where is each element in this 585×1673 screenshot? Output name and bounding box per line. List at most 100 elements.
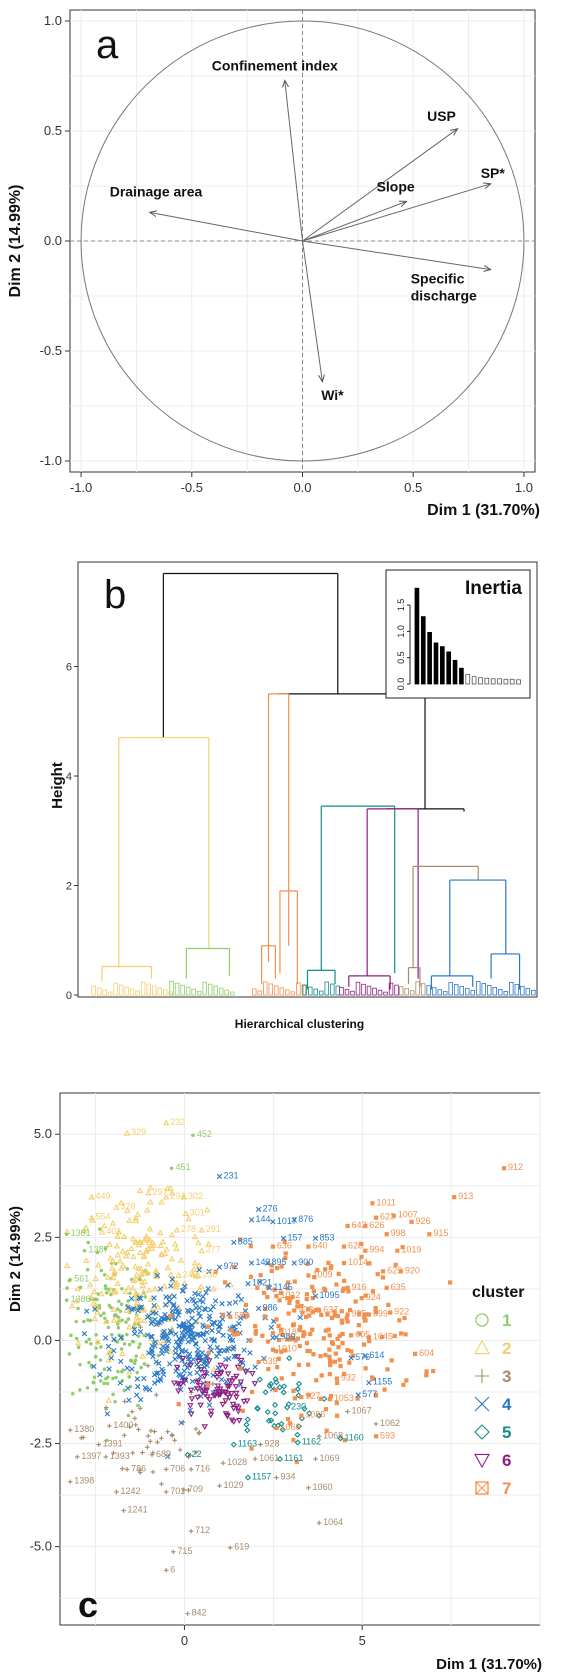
point-label: 1014 [348, 1257, 368, 1267]
point-label: 230 [291, 1401, 306, 1411]
labelled-point [364, 1224, 367, 1227]
data-point-cluster-7 [292, 1438, 295, 1441]
data-point-cluster-7 [315, 1379, 318, 1382]
point-label: 712 [195, 1525, 210, 1535]
point-label: 716 [195, 1463, 210, 1473]
data-point-cluster-1 [157, 1354, 160, 1357]
point-label: 994 [369, 1245, 384, 1255]
point-label: 938 [298, 1305, 313, 1315]
data-point-cluster-1 [93, 1381, 96, 1384]
data-point-cluster-1 [137, 1335, 140, 1338]
variable-label: Confinement index [212, 57, 338, 73]
point-label: 706 [170, 1463, 185, 1473]
data-point-cluster-1 [139, 1278, 142, 1281]
data-point-cluster-7 [224, 1281, 227, 1284]
labelled-point [328, 1398, 331, 1401]
point-label: 604 [419, 1348, 434, 1358]
point-label: 912 [508, 1162, 523, 1172]
labelled-point [396, 1249, 399, 1252]
data-point-cluster-1 [77, 1346, 80, 1349]
data-point-cluster-1 [88, 1361, 91, 1364]
data-point-cluster-1 [100, 1269, 103, 1272]
labelled-point [367, 1336, 370, 1339]
data-point-cluster-7 [348, 1361, 351, 1364]
data-point-cluster-7 [333, 1360, 336, 1363]
data-point-cluster-1 [115, 1315, 118, 1318]
point-label: 1391 [103, 1439, 123, 1449]
point-label: 1386 [71, 1294, 91, 1304]
data-point-cluster-7 [327, 1261, 330, 1264]
labelled-point [502, 1167, 505, 1170]
point-label: 709 [188, 1484, 203, 1494]
point-label: 922 [394, 1307, 409, 1317]
data-point-cluster-1 [139, 1343, 142, 1346]
data-point-cluster-7 [306, 1349, 309, 1352]
data-point-cluster-1 [123, 1343, 126, 1346]
point-label: 577 [362, 1389, 377, 1399]
data-point-cluster-7 [239, 1367, 242, 1370]
point-label: 576 [355, 1352, 370, 1362]
data-point-cluster-1 [79, 1363, 82, 1366]
data-point-cluster-7 [296, 1300, 299, 1303]
data-point-cluster-7 [390, 1359, 393, 1362]
data-point-cluster-7 [275, 1318, 278, 1321]
legend-label: 6 [502, 1451, 511, 1470]
data-point-cluster-1 [75, 1337, 78, 1340]
panel-letter: a [96, 23, 119, 67]
data-point-cluster-1 [111, 1333, 114, 1336]
point-label: 998 [391, 1228, 406, 1238]
inset-bar [466, 675, 470, 684]
data-point-cluster-1 [103, 1312, 106, 1315]
labelled-point [69, 1278, 72, 1281]
data-point-cluster-1 [104, 1285, 107, 1288]
inset-bar [485, 678, 489, 684]
plot-frame [60, 1093, 540, 1625]
data-point-cluster-1 [143, 1363, 146, 1366]
data-point-cluster-7 [337, 1346, 340, 1349]
data-point-cluster-1 [120, 1348, 123, 1351]
data-point-cluster-7 [368, 1340, 371, 1343]
data-point-cluster-7 [270, 1269, 273, 1272]
data-point-cluster-1 [77, 1307, 80, 1310]
point-label: 986 [263, 1302, 278, 1312]
data-point-cluster-7 [368, 1262, 371, 1265]
labelled-point [367, 1313, 370, 1316]
data-point-cluster-7 [207, 1351, 210, 1354]
labelled-point [428, 1233, 431, 1236]
data-point-cluster-7 [425, 1374, 428, 1377]
data-point-cluster-7 [221, 1313, 224, 1316]
data-point-cluster-7 [309, 1332, 312, 1335]
data-point-cluster-7 [328, 1348, 331, 1351]
point-label: 1010 [277, 1344, 297, 1354]
data-point-cluster-7 [284, 1252, 287, 1255]
data-point-cluster-7 [169, 1314, 172, 1317]
y-tick-label: -0.5 [40, 343, 62, 358]
data-point-cluster-7 [287, 1312, 290, 1315]
data-point-cluster-7 [288, 1301, 291, 1304]
labelled-point [318, 1309, 321, 1312]
data-point-cluster-7 [381, 1276, 384, 1279]
legend-label: 4 [502, 1395, 512, 1414]
data-point-cluster-1 [140, 1366, 143, 1369]
point-label: 276 [263, 1203, 278, 1213]
point-label: 926 [416, 1216, 431, 1226]
point-label: 932 [341, 1373, 356, 1383]
data-point-cluster-7 [250, 1390, 253, 1393]
labelled-point [374, 1216, 377, 1219]
data-point-cluster-7 [305, 1297, 308, 1300]
point-label: 614 [369, 1350, 384, 1360]
labelled-point [414, 1352, 417, 1355]
point-label: 236 [202, 1269, 217, 1279]
data-point-cluster-1 [85, 1341, 88, 1344]
data-point-cluster-7 [292, 1389, 295, 1392]
data-point-cluster-7 [319, 1355, 322, 1358]
point-label: 451 [176, 1162, 191, 1172]
data-point-cluster-1 [103, 1274, 106, 1277]
point-label: 1069 [320, 1453, 340, 1463]
data-point-cluster-7 [311, 1328, 314, 1331]
variable-label: Specific [411, 271, 465, 287]
data-point-cluster-1 [116, 1308, 119, 1311]
data-point-cluster-7 [263, 1315, 266, 1318]
point-label: 1161 [284, 1453, 303, 1463]
data-point-cluster-7 [328, 1355, 331, 1358]
